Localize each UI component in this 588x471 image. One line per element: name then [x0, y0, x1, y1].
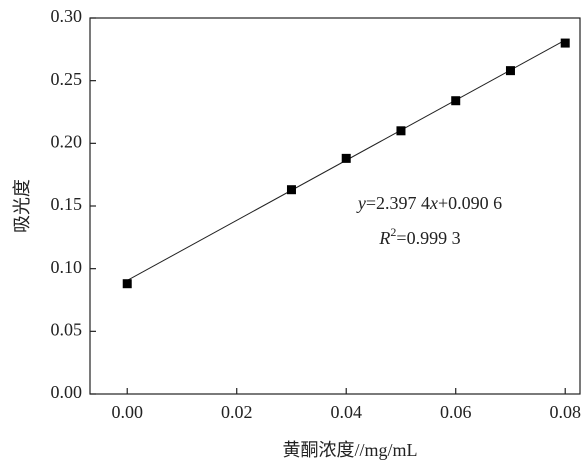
r-squared-part: =0.999 3: [396, 228, 460, 248]
equation-part: +0.090 6: [438, 193, 502, 213]
point: [451, 96, 461, 106]
x-tick-label: 0.04: [330, 402, 362, 422]
y-tick-label: 0.15: [51, 194, 83, 214]
r-squared: R2=0.999 3: [378, 225, 460, 248]
point: [341, 153, 351, 163]
x-tick-label: 0.06: [440, 402, 472, 422]
x-tick-label: 0.08: [549, 402, 581, 422]
equation: y=2.397 4x+0.090 6: [356, 193, 502, 213]
y-tick-label: 0.20: [51, 131, 83, 151]
point: [505, 66, 515, 76]
equation-part: y: [356, 193, 366, 213]
y-tick-label: 0.25: [51, 69, 83, 89]
x-axis-label: 黄酮浓度//mg/mL: [283, 440, 418, 460]
r-squared-part: R: [378, 228, 390, 248]
equation-part: x: [429, 193, 438, 213]
y-axis-label: 吸光度: [12, 179, 32, 233]
y-tick-label: 0.10: [51, 257, 83, 277]
x-tick-label: 0.02: [221, 402, 253, 422]
x-tick-label: 0.00: [111, 402, 143, 422]
point: [396, 126, 406, 136]
point: [286, 185, 296, 195]
r-squared-part: 2: [390, 225, 396, 239]
y-tick-label: 0.30: [51, 6, 83, 26]
point: [560, 38, 570, 48]
y-tick-label: 0.00: [51, 382, 83, 402]
equation-part: =2.397 4: [366, 193, 430, 213]
point: [122, 279, 132, 289]
y-tick-label: 0.05: [51, 319, 83, 339]
